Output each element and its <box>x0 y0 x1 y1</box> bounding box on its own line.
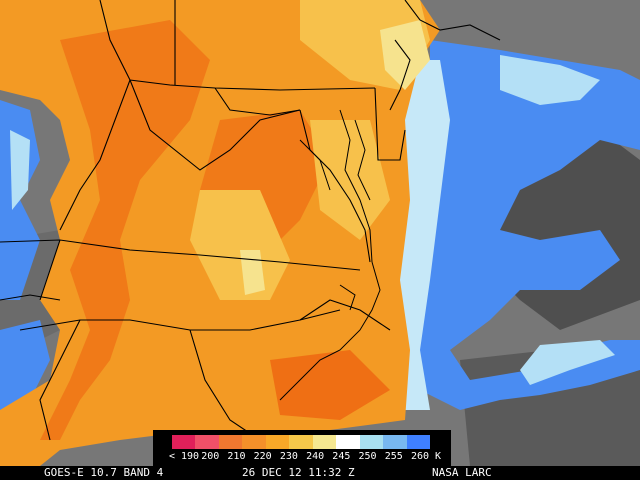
legend-swatch <box>289 435 313 449</box>
legend-tick-label: 250 <box>358 451 377 462</box>
legend-tick-label: 230 <box>279 451 298 462</box>
legend-unit-label: K <box>434 451 442 462</box>
datetime-label: 26 DEC 12 11:32 Z <box>242 466 355 479</box>
light-blue-cloud-west <box>10 130 30 210</box>
legend-tick-label: 240 <box>306 451 325 462</box>
coastal-light-band <box>395 60 450 410</box>
temperature-legend: < 190 200 210 220 230 240 245 250 255 260 K <box>153 430 451 468</box>
legend-tick-labels: < 190 200 210 220 230 240 245 250 255 260 K <box>154 451 450 463</box>
legend-tick-label: < 190 <box>168 451 200 462</box>
deep-orange-core-3 <box>270 350 390 420</box>
state-boundaries <box>0 0 501 461</box>
light-orange-area-2 <box>190 190 290 300</box>
legend-swatch <box>265 435 290 449</box>
legend-swatch <box>406 435 430 449</box>
blue-cloud-southwest <box>0 320 50 410</box>
blue-cloud-atlantic <box>420 40 640 410</box>
legend-swatch <box>195 435 219 449</box>
satellite-band-label: GOES-E 10.7 BAND 4 <box>44 466 164 479</box>
legend-swatch <box>242 435 266 449</box>
legend-tick-label: 220 <box>253 451 272 462</box>
source-label: NASA LARC <box>432 466 492 479</box>
legend-swatch <box>336 435 360 449</box>
coastlines <box>279 109 381 401</box>
legend-swatch <box>172 435 196 449</box>
legend-swatch <box>383 435 407 449</box>
legend-tick-label: 255 <box>384 451 403 462</box>
legend-color-bar <box>172 435 430 449</box>
legend-swatch <box>218 435 243 449</box>
infrared-satellite-map <box>0 0 640 466</box>
legend-swatch <box>312 435 337 449</box>
legend-tick-label: 260 <box>410 451 430 462</box>
legend-tick-label: 245 <box>332 451 351 462</box>
light-blue-cloud-2 <box>520 340 615 385</box>
light-blue-cloud <box>500 55 600 105</box>
legend-tick-label: 200 <box>201 451 220 462</box>
legend-tick-label: 210 <box>227 451 246 462</box>
pale-yellow-area-2 <box>240 250 265 295</box>
deep-orange-core <box>40 20 210 440</box>
legend-swatch <box>359 435 384 449</box>
pale-yellow-area <box>380 20 430 90</box>
image-caption-bar: GOES-E 10.7 BAND 4 26 DEC 12 11:32 Z NAS… <box>0 466 640 480</box>
